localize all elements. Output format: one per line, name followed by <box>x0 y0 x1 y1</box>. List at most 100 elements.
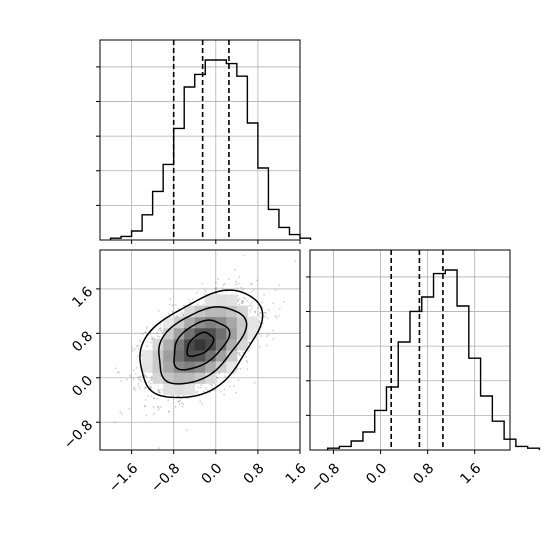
density2d-scatter-point <box>247 349 250 352</box>
density2d-scatter-point <box>241 300 244 302</box>
density2d-scatter-point <box>267 333 270 336</box>
density2d-cell <box>173 372 185 384</box>
density2d-scatter-point <box>236 352 239 354</box>
density2d-cell <box>205 350 217 362</box>
panel-bottom-left: −1.6 −0.8 0.0 0.8 1.6 −0.80.00.81.6 <box>61 249 310 496</box>
density2d-scatter-point <box>241 300 244 302</box>
density2d-scatter-point <box>234 283 237 286</box>
hist2-quantile-lines <box>390 250 444 450</box>
density2d-scatter-point <box>169 298 172 300</box>
density2d-scatter-point <box>278 315 280 317</box>
density2d-scatter-point <box>158 391 161 394</box>
density2d-scatter-point <box>219 390 222 393</box>
density2d-scatter-point <box>139 375 142 378</box>
density2d-scatter-point <box>294 260 297 262</box>
density2d-scatter-point <box>156 331 159 334</box>
density2d-scatter-point <box>145 414 148 417</box>
hist1-step-line <box>109 59 312 240</box>
density2d-cell <box>163 350 175 362</box>
density2d-scatter-point <box>128 374 131 377</box>
density2d-scatter-point <box>153 397 156 400</box>
density2d-scatter-point <box>232 372 235 375</box>
density2d-scatter-point <box>199 386 202 389</box>
density2d-scatter-point <box>144 387 147 390</box>
density2d-scatter-point <box>259 312 262 314</box>
density2d-scatter-point <box>182 403 185 405</box>
density2d-scatter-point <box>217 278 220 280</box>
density2d-scatter-point <box>248 304 251 307</box>
density2d-scatter-point <box>272 302 274 304</box>
density2d-contour-1 <box>158 306 248 385</box>
density2d-y-tick-label: −0.8 <box>61 417 96 452</box>
density2d-scatter-point <box>274 289 277 291</box>
density2d-cell <box>236 327 248 340</box>
density2d-scatter-point <box>249 310 252 313</box>
density2d-scatter-point <box>275 316 278 319</box>
density2d-scatter-point <box>180 402 183 404</box>
density2d-contour-0 <box>139 289 264 399</box>
density2d-scatter-point <box>157 405 160 408</box>
density2d-scatter-point <box>214 388 217 391</box>
density2d-scatter-point <box>176 315 178 317</box>
density2d-scatter-point <box>274 315 277 317</box>
density2d-scatter-point <box>196 303 199 305</box>
density2d-scatter-point <box>253 381 256 384</box>
density2d-scatter-point <box>244 298 247 300</box>
density2d-cell <box>163 316 175 329</box>
density2d-cell <box>247 316 259 329</box>
density2d-cell <box>215 327 227 340</box>
density2d-y-tick-label: 0.0 <box>69 373 96 400</box>
density2d-scatter-point <box>209 383 212 386</box>
density2d-scatter-point <box>157 408 160 411</box>
density2d-cell <box>247 327 259 340</box>
density2d-cell <box>163 383 175 395</box>
density2d-cell <box>205 294 217 306</box>
density2d-scatter-point <box>246 361 249 364</box>
density2d-cell <box>184 305 196 318</box>
density2d-cell <box>173 350 185 362</box>
density2d-cell <box>152 372 164 384</box>
density2d-scatter-point <box>144 404 147 407</box>
density2d-scatter-point <box>178 403 181 405</box>
density2d-cell <box>152 361 164 373</box>
density2d-scatter-point <box>128 407 131 410</box>
density2d-scatter-point <box>215 288 218 291</box>
density2d-scatter-point <box>238 275 241 278</box>
density2d-cell <box>152 350 164 362</box>
density2d-scatter-point <box>204 289 207 291</box>
hist1-ticks <box>96 66 301 244</box>
density2d-scatter-point <box>131 346 134 349</box>
density2d-scatter-point <box>241 302 244 304</box>
panel-top-left <box>96 39 312 244</box>
density2d-scatter-point <box>246 300 249 303</box>
density2d-scatter-point <box>237 299 240 302</box>
density2d-contour-2 <box>173 319 231 371</box>
density2d-scatter-point <box>177 395 180 397</box>
density2d-y-tick-labels: −0.8 0.0 0.8 1.6 <box>61 284 96 453</box>
density2d-scatter-point <box>133 386 136 389</box>
density2d-scatter-point <box>144 374 146 376</box>
density2d-scatter-point <box>160 330 163 332</box>
density2d-scatter-point <box>244 355 247 358</box>
density2d-scatter-point <box>151 336 153 338</box>
density2d-scatter-point <box>117 371 120 374</box>
density2d-scatter-point <box>216 377 219 379</box>
density2d-scatter-point <box>116 371 119 374</box>
density2d-scatter-point <box>181 312 183 314</box>
density2d-cell <box>205 361 217 373</box>
density2d-cell <box>215 294 227 306</box>
density2d-scatter-point <box>160 329 162 331</box>
density2d-cell <box>215 338 227 351</box>
density2d-scatter-point <box>265 344 268 347</box>
density2d-scatter-point <box>137 347 140 350</box>
density2d-scatter-point <box>251 283 254 286</box>
density2d-scatter-point <box>237 282 240 285</box>
hist2-x-tick-label: −0.8 <box>308 460 343 495</box>
density2d-scatter-point <box>167 312 170 315</box>
density2d-scatter-point <box>229 385 232 388</box>
density2d-scatter-point <box>215 287 218 289</box>
density2d-scatter-point <box>136 355 139 358</box>
density2d-scatter-point <box>222 283 225 286</box>
density2d-scatter-point <box>146 395 149 397</box>
density2d-scatter-point <box>189 301 192 304</box>
